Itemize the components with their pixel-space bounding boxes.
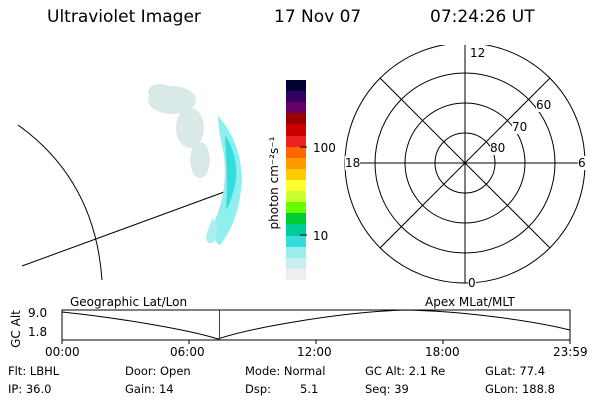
ip-status: IP: 36.0 xyxy=(8,382,52,396)
polar-axis xyxy=(379,77,551,249)
colorbar-segment xyxy=(286,257,306,269)
dsp-label: Dsp: xyxy=(245,382,272,396)
colorbar-segment xyxy=(286,246,306,258)
timeline-xtick-label: 18:00 xyxy=(425,345,460,359)
timeline-ytick-bottom: 1.8 xyxy=(28,325,48,339)
date-label: 17 Nov 07 xyxy=(274,7,362,27)
mlt-label-18: 18 xyxy=(345,156,361,170)
timeline-xtick-label: 00:00 xyxy=(45,345,80,359)
polar-plot xyxy=(344,45,586,284)
colorbar-segment xyxy=(286,268,306,280)
timeline-ytick-top: 9.0 xyxy=(28,306,48,320)
colorbar-segment xyxy=(286,135,306,147)
colorbar-segment xyxy=(286,179,306,192)
timeline-left-title: Geographic Lat/Lon xyxy=(70,295,188,309)
lat-label-70: 70 xyxy=(512,120,528,134)
altitude-curve xyxy=(61,309,571,340)
glon-status: GLon: 188.8 xyxy=(485,382,555,396)
mlt-label-12: 12 xyxy=(470,46,486,60)
colorbar-tick-100: 100 xyxy=(313,141,336,155)
timeline-frame xyxy=(61,309,571,341)
timeline-xtick-label: 06:00 xyxy=(170,345,205,359)
colorbar-segment xyxy=(286,202,306,214)
colorbar-segment xyxy=(286,213,306,225)
colorbar-segment xyxy=(286,146,306,158)
instrument-title: Ultraviolet Imager xyxy=(47,7,201,27)
timeline-xtick-label: 23:59 xyxy=(553,345,588,359)
dsp-value: 5.1 xyxy=(300,382,319,396)
uv-image-panel xyxy=(17,84,242,281)
mode-status: Mode: Normal xyxy=(245,364,326,378)
grid-line xyxy=(21,187,236,267)
auroral-emission-faint xyxy=(148,84,210,178)
colorbar-segment xyxy=(286,157,306,169)
colorbar-segment xyxy=(286,191,306,203)
lat-label-80: 80 xyxy=(490,141,506,155)
timeline-plot xyxy=(61,309,571,344)
timeline-ylabel: GC Alt xyxy=(9,310,23,348)
colorbar-unit-label: photon cm⁻²s⁻¹ xyxy=(267,136,281,230)
time-label: 07:24:26 UT xyxy=(430,7,535,27)
colorbar-segment xyxy=(286,80,306,92)
lat-label-60: 60 xyxy=(536,98,552,112)
colorbar-tick-10: 10 xyxy=(313,229,329,243)
mlt-label-0: 0 xyxy=(468,276,476,290)
colorbar-segment xyxy=(286,235,306,247)
colorbar-segment xyxy=(286,113,306,125)
timeline-right-title: Apex MLat/MLT xyxy=(425,295,515,309)
door-status: Door: Open xyxy=(125,364,191,378)
auroral-emission-bright xyxy=(206,116,242,245)
colorbar-segment xyxy=(286,168,306,180)
gain-status: Gain: 14 xyxy=(125,382,174,396)
gc-alt-status: GC Alt: 2.1 Re xyxy=(365,364,446,378)
earth-limb-arc xyxy=(17,124,103,281)
mlt-label-6: 6 xyxy=(578,156,586,170)
timeline-xtick-label: 12:00 xyxy=(297,345,332,359)
glat-status: GLat: 77.4 xyxy=(485,364,546,378)
colorbar-segment xyxy=(286,224,306,236)
colorbar-segment xyxy=(286,124,306,136)
colorbar-segment xyxy=(286,102,306,114)
colorbar-segment xyxy=(286,91,306,103)
colorbar-ticks xyxy=(300,146,307,236)
filter-status: Flt: LBHL xyxy=(8,364,60,378)
colorbar xyxy=(286,80,306,280)
seq-status: Seq: 39 xyxy=(365,382,409,396)
